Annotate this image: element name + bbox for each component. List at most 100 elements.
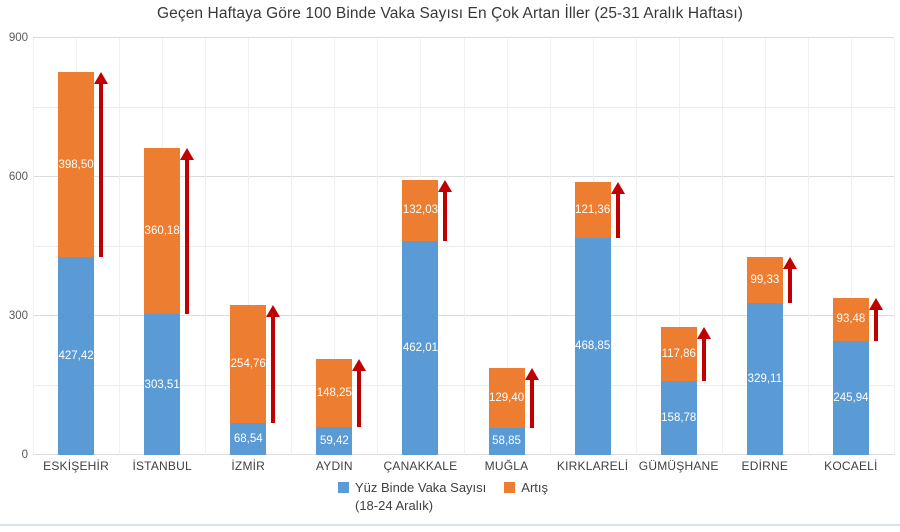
increase-arrow-icon — [266, 305, 281, 424]
bar-segment-base: 59,42 — [316, 427, 353, 455]
arrow-body — [873, 307, 878, 342]
bar-value-label: 132,03 — [402, 204, 439, 217]
bar-segment-base: 427,42 — [58, 256, 95, 455]
gridline-vertical — [334, 38, 336, 455]
bar-segment-base: 468,85 — [574, 237, 611, 455]
arrow-body — [271, 315, 276, 424]
arrow-head — [180, 147, 195, 160]
x-axis-label: ESKİŞEHİR — [43, 459, 109, 473]
legend-swatch-increase — [504, 482, 516, 493]
bar-segment-base: 329,11 — [746, 302, 783, 455]
bar-value-label: 129,40 — [488, 391, 525, 404]
legend-swatch-base — [338, 482, 349, 493]
bar-segment-base: 158,78 — [660, 381, 697, 455]
gridline-horizontal — [33, 37, 894, 38]
gridline-vertical — [119, 38, 121, 455]
gridline-vertical — [248, 38, 250, 455]
x-axis-label: MUĞLA — [484, 459, 529, 473]
increase-arrow-icon — [180, 147, 195, 315]
bar-value-label: 58,85 — [492, 435, 521, 448]
increase-arrow-icon — [610, 181, 625, 238]
plot-area: 427,42 398,50 303,51 360,18 68,54 254,76 59,42… — [33, 37, 895, 455]
bar-value-label: 462,01 — [402, 341, 439, 354]
arrow-body — [787, 266, 792, 303]
arrow-head — [610, 181, 625, 194]
bar-value-label: 254,76 — [230, 358, 266, 371]
bar-segment-base: 68,54 — [230, 423, 267, 455]
bar-segment-increase: 117,86 — [660, 326, 697, 382]
bar-segment-increase: 148,25 — [316, 358, 353, 428]
bar-segment-base: 462,01 — [402, 240, 439, 455]
bar-segment-base: 303,51 — [144, 314, 181, 455]
bottom-edge-line — [0, 524, 900, 526]
gridline-vertical — [635, 38, 637, 455]
x-axis-label: GÜMÜŞHANE — [638, 459, 719, 473]
arrow-head — [266, 305, 281, 318]
bar-segment-base: 245,94 — [832, 341, 869, 455]
arrow-head — [94, 72, 109, 85]
bar-value-label: 121,36 — [575, 203, 611, 216]
bar-segment-increase: 254,76 — [230, 305, 267, 424]
bar-segment-increase: 129,40 — [488, 367, 525, 428]
increase-arrow-icon — [782, 256, 797, 303]
bar-segment-increase: 99,33 — [746, 256, 783, 303]
bar-value-label: 117,86 — [661, 348, 696, 361]
gridline-vertical — [678, 38, 680, 455]
y-axis-tick: 900 — [8, 32, 28, 44]
gridline-vertical — [894, 38, 895, 455]
arrow-body — [443, 189, 448, 241]
increase-arrow-icon — [696, 326, 711, 382]
x-axis-label: KOCAELİ — [824, 459, 878, 473]
arrow-head — [868, 297, 883, 310]
x-axis: ESKİŞEHİR İSTANBUL İZMİR AYDIN ÇANAKKALE MUĞL… — [33, 459, 894, 473]
bar-value-label: 245,94 — [833, 392, 869, 405]
arrow-body — [529, 377, 534, 428]
arrow-body — [615, 191, 620, 238]
legend-row: Yüz Binde Vaka Sayısı Artış — [338, 480, 548, 495]
gridline-vertical — [850, 38, 852, 455]
bar-segment-increase: 121,36 — [574, 181, 611, 238]
increase-arrow-icon — [94, 72, 109, 257]
gridline-vertical — [807, 38, 809, 455]
gridline-vertical — [764, 38, 766, 455]
x-axis-label: İSTANBUL — [132, 459, 192, 473]
bar-value-label: 329,11 — [747, 372, 782, 385]
arrow-body — [357, 368, 362, 428]
gridline-vertical — [506, 38, 508, 455]
legend-label-increase: Artış — [521, 480, 549, 495]
increase-arrow-icon — [524, 367, 539, 428]
arrow-head — [696, 326, 711, 339]
bar-value-label: 99,33 — [750, 273, 780, 286]
bar-value-label: 468,85 — [575, 340, 611, 353]
gridline-vertical — [205, 38, 207, 455]
arrow-body — [99, 82, 104, 257]
arrow-head — [438, 179, 453, 192]
arrow-head — [352, 358, 367, 371]
bar-value-label: 360,18 — [144, 224, 180, 237]
bar-value-label: 93,48 — [836, 313, 866, 326]
x-axis-label: İZMİR — [231, 459, 266, 473]
increase-arrow-icon — [438, 179, 453, 241]
bar-segment-increase: 360,18 — [144, 147, 181, 315]
bar-value-label: 427,42 — [58, 349, 94, 362]
x-axis-label: AYDIN — [315, 459, 353, 473]
gridline-vertical — [549, 38, 551, 455]
bar-segment-base: 58,85 — [488, 427, 525, 455]
bar-value-label: 68,54 — [233, 433, 263, 446]
legend: Yüz Binde Vaka Sayısı Artış (18-24 Aralı… — [338, 480, 548, 513]
bar-value-label: 59,42 — [319, 435, 349, 448]
x-axis-label: KIRKLARELİ — [556, 459, 629, 473]
chart-title: Geçen Haftaya Göre 100 Binde Vaka Sayısı… — [156, 5, 743, 22]
gridline-vertical — [463, 38, 465, 455]
gridline-vertical — [377, 38, 379, 455]
legend-label-base: Yüz Binde Vaka Sayısı — [355, 480, 487, 495]
gridline-vertical — [721, 38, 723, 455]
bar-value-label: 303,51 — [144, 378, 180, 391]
x-axis-label: EDİRNE — [741, 459, 789, 473]
bar-segment-increase: 93,48 — [832, 297, 869, 342]
bar-value-label: 158,78 — [661, 412, 697, 425]
arrow-body — [701, 336, 706, 382]
bar-value-label: 398,50 — [58, 158, 94, 171]
gridline-vertical — [33, 38, 34, 455]
